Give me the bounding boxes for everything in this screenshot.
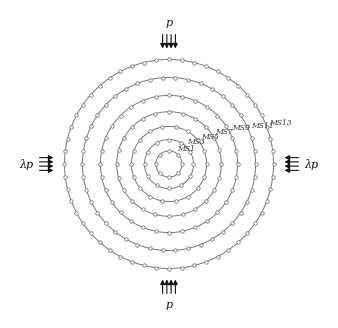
Text: MS9: MS9 [232,124,250,132]
Text: p: p [165,18,173,28]
Text: MS1: MS1 [177,145,195,153]
Text: λp: λp [19,158,33,170]
Text: λp: λp [305,158,319,170]
Text: MS3: MS3 [187,138,205,146]
Text: p: p [165,300,173,310]
Text: MS11: MS11 [251,122,274,130]
Text: MS7: MS7 [215,128,233,136]
Text: MS13: MS13 [269,119,292,127]
Text: MS5: MS5 [201,133,219,141]
